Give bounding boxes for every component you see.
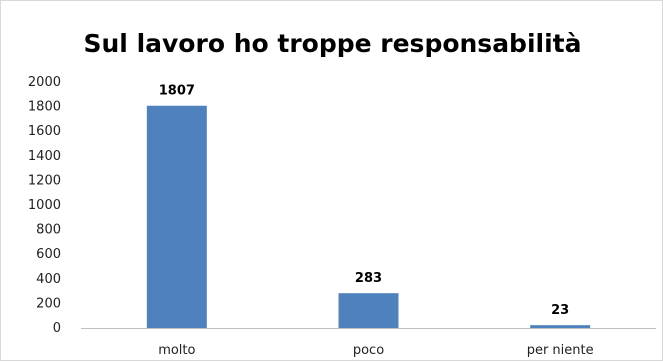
data-label: 23	[551, 303, 569, 318]
y-tick-label: 1200	[28, 173, 61, 188]
category-labels: molto poco per niente	[158, 343, 593, 358]
bar-poco	[338, 293, 399, 328]
data-label: 283	[355, 271, 382, 286]
category-label: molto	[158, 343, 195, 358]
data-labels: 1807 283 23	[159, 84, 569, 318]
chart-title: Sul lavoro ho troppe responsabilità	[83, 29, 582, 58]
y-tick-label: 800	[36, 223, 61, 238]
y-tick-label: 200	[36, 296, 61, 311]
category-label: per niente	[527, 343, 594, 358]
y-tick-label: 1800	[28, 100, 61, 115]
bar-molto	[146, 105, 207, 328]
y-tick-label: 1400	[28, 149, 61, 164]
y-tick-label: 0	[53, 321, 61, 336]
y-tick-label: 600	[36, 247, 61, 262]
y-axis-ticks: 0 200 400 600 800 1000 1200 1400 1600 1800 2000	[28, 75, 61, 336]
y-tick-label: 400	[36, 272, 61, 287]
data-label: 1807	[159, 84, 195, 99]
category-label: poco	[353, 343, 384, 358]
y-tick-label: 2000	[28, 75, 61, 90]
bars	[146, 105, 591, 328]
y-tick-label: 1600	[28, 124, 61, 139]
y-tick-label: 1000	[28, 198, 61, 213]
bar-per-niente	[530, 325, 591, 328]
